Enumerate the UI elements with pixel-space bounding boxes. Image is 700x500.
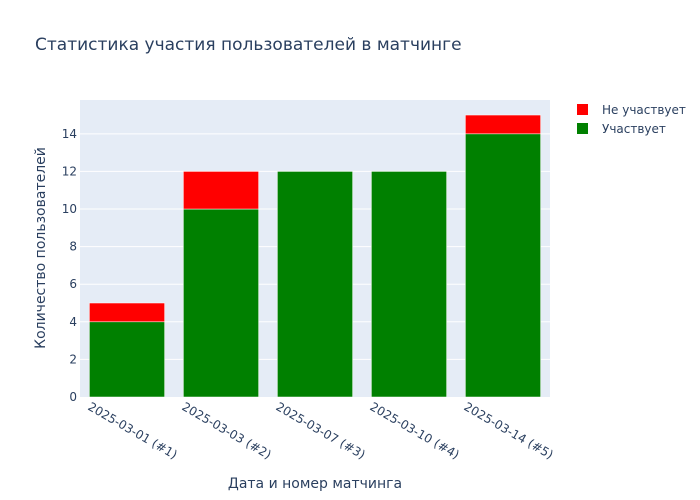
y-tick-label: 0 (69, 390, 77, 404)
y-tick-label: 6 (69, 277, 77, 291)
y-tick-label: 14 (62, 127, 77, 141)
legend-swatch (577, 104, 588, 115)
y-tick-label: 2 (69, 352, 77, 366)
bar-segment (183, 208, 259, 398)
bar-segment (183, 171, 259, 210)
legend-label: Не участвует (602, 103, 686, 117)
y-tick-label: 8 (69, 240, 77, 254)
x-axis-title: Дата и номер матчинга (228, 476, 402, 492)
bar-segment (277, 171, 353, 398)
bar-segment (371, 171, 447, 398)
bar-segment (465, 133, 541, 398)
y-axis-ticks: 0 2 4 6 8 10 12 14 (62, 127, 77, 404)
y-tick-label: 12 (62, 164, 77, 178)
y-tick-label: 4 (69, 315, 77, 329)
legend: Не участвует Участвует (577, 103, 686, 136)
bars (89, 114, 541, 398)
y-tick-label: 10 (62, 202, 77, 216)
bar-segment (89, 321, 165, 398)
legend-label: Участвует (602, 122, 666, 136)
bar-segment (465, 114, 541, 135)
y-axis-title: Количество пользователей (33, 147, 49, 349)
bar-segment (89, 302, 165, 323)
chart-title: Статистика участия пользователей в матчи… (35, 35, 462, 55)
legend-swatch (577, 123, 588, 134)
